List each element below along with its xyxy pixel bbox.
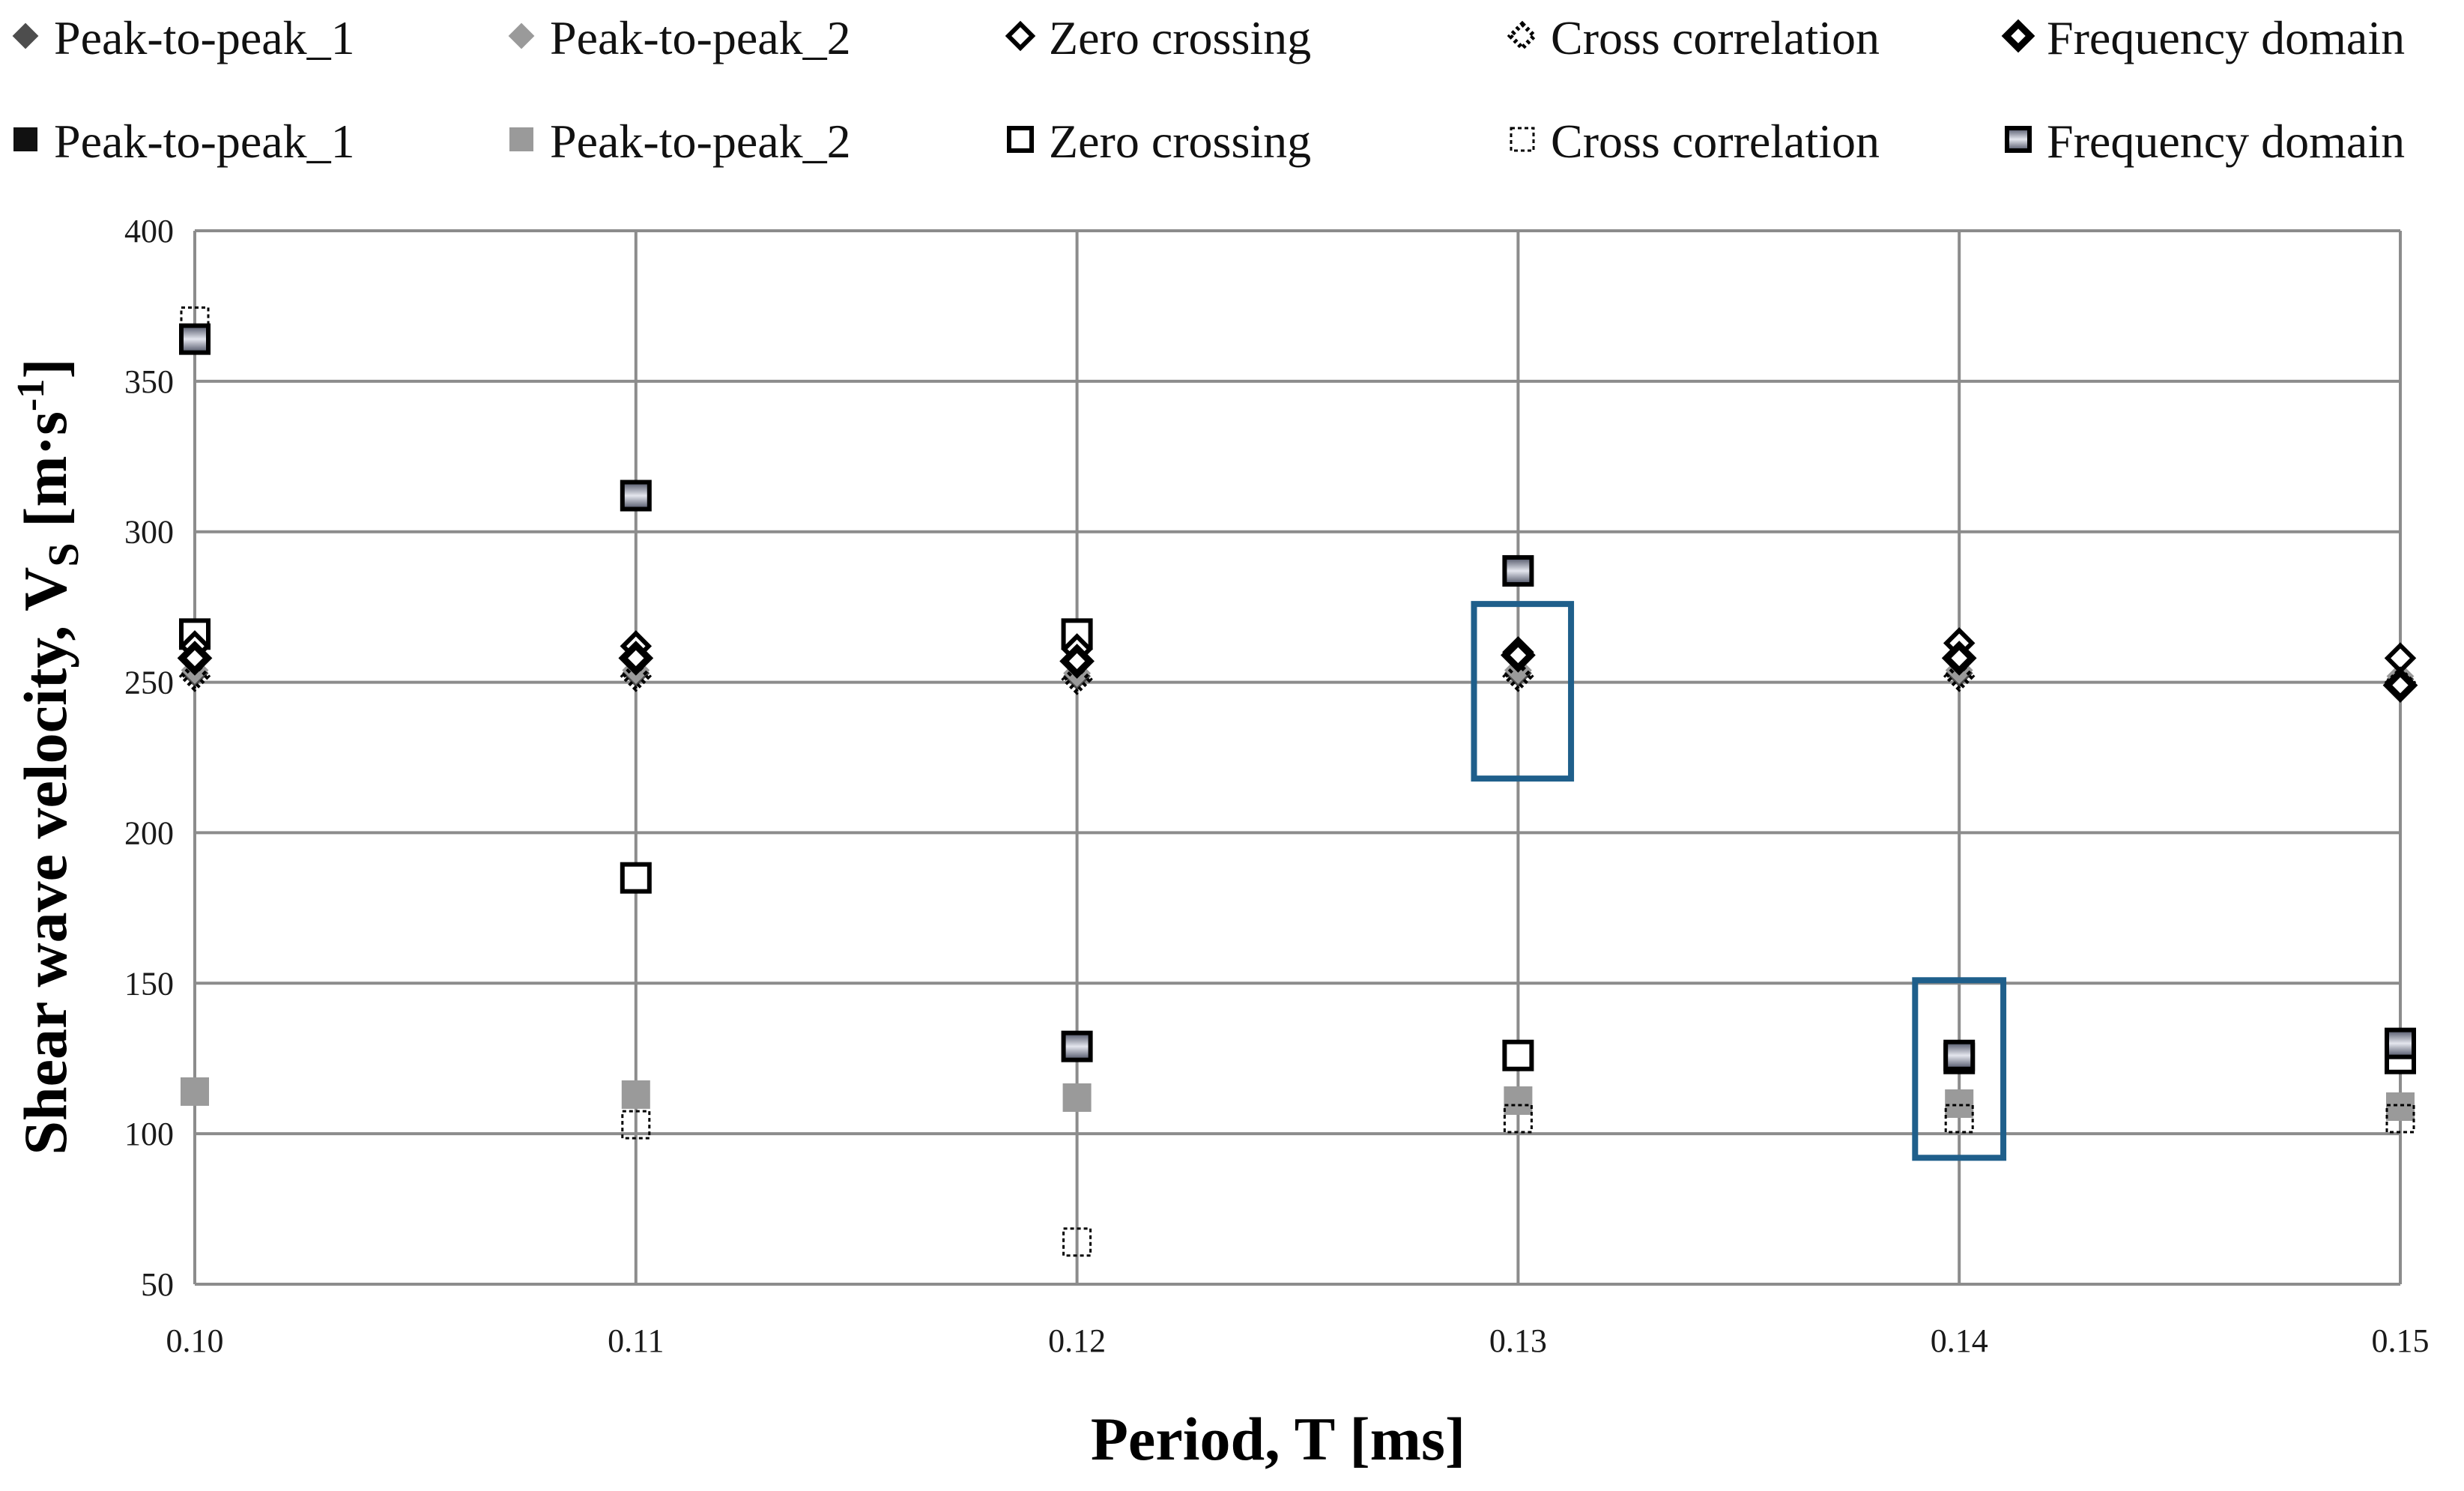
legend-item: Zero crossing [1005, 11, 1311, 64]
data-point [1061, 663, 1093, 695]
data-point [1062, 1083, 1092, 1112]
data-point [621, 1080, 650, 1109]
data-point [620, 862, 652, 894]
axis-ticks: 50 100 150 200 250 300 350 400 0.10 0.11 0.12 0.13 0… [124, 213, 2430, 1359]
legend-label: Zero crossing [1049, 11, 1311, 64]
series-diamond-bold [177, 638, 2418, 703]
series-square-framed-gradient [179, 323, 2416, 1071]
data-point [1059, 644, 1095, 679]
data-point [1504, 1086, 1533, 1115]
legend-marker [508, 22, 535, 49]
legend-item: Frequency domain [2005, 115, 2405, 168]
legend-marker [2005, 126, 2032, 153]
data-markers [177, 306, 2418, 1257]
legend-marker [509, 127, 533, 151]
legend-item: Zero crossing [1007, 115, 1311, 168]
y-axis-title-main: Shear wave velocity, V [11, 567, 79, 1155]
y-tick-label: 300 [124, 514, 174, 551]
y-tick-label: 400 [124, 213, 174, 249]
series-square-filled-dark [181, 324, 2415, 1070]
x-tick-label: 0.10 [166, 1322, 224, 1359]
annotations [1471, 601, 2007, 1161]
legend-label: Zero crossing [1049, 115, 1311, 168]
data-point [620, 660, 653, 692]
y-axis-title-unit: [m·s [11, 411, 79, 542]
legend-label: Peak-to-peak_1 [54, 115, 355, 168]
x-tick-label: 0.15 [2372, 1322, 2430, 1359]
legend-item: Cross correlation [1510, 115, 1880, 168]
y-axis-title-unit-close: ] [11, 358, 79, 378]
y-tick-label: 100 [124, 1116, 174, 1152]
series-diamond-filled-gray [181, 656, 2415, 690]
data-point [1062, 1227, 1092, 1257]
legend: Peak-to-peak_1 Peak-to-peak_2 Zero crossin… [12, 11, 2405, 168]
data-point [2385, 1104, 2415, 1134]
data-point [179, 323, 211, 355]
data-point [1502, 660, 1534, 692]
legend-label: Cross correlation [1551, 115, 1880, 168]
legend-marker [13, 127, 37, 151]
data-point [1502, 554, 1534, 587]
y-tick-label: 50 [141, 1266, 174, 1303]
legend-label: Peak-to-peak_2 [550, 11, 851, 64]
legend-item: Cross correlation [1507, 11, 1880, 64]
data-point [618, 641, 654, 676]
data-point [620, 480, 652, 512]
legend-marker [12, 22, 39, 49]
legend-label: Frequency domain [2047, 115, 2405, 168]
y-tick-label: 350 [124, 363, 174, 400]
x-axis-title: Period, T [ms] [1091, 1405, 1465, 1473]
x-tick-label: 0.11 [608, 1322, 664, 1359]
x-tick-label: 0.12 [1048, 1322, 1106, 1359]
legend-item: Peak-to-peak_1 [12, 11, 355, 64]
plot-grid [193, 229, 2402, 1286]
data-point [1943, 1039, 1976, 1071]
legend-marker [1507, 20, 1538, 52]
data-point [1943, 660, 1976, 692]
data-point [1941, 641, 1977, 676]
legend-item: Peak-to-peak_1 [13, 115, 355, 168]
y-axis-title-unit-exponent: -1 [10, 379, 52, 411]
y-tick-label: 250 [124, 665, 174, 701]
data-point [1503, 1104, 1533, 1134]
series-diamond-dotted [178, 660, 2417, 698]
data-point [1944, 1104, 1974, 1134]
legend-item: Peak-to-peak_2 [508, 11, 851, 64]
data-point [2385, 1027, 2416, 1059]
data-point [1945, 1089, 1974, 1118]
legend-marker [1007, 126, 1034, 153]
data-point [1501, 638, 1536, 673]
legend-label: Peak-to-peak_2 [550, 115, 851, 168]
legend-marker [1005, 20, 1036, 52]
legend-label: Peak-to-peak_1 [54, 11, 355, 64]
legend-marker [2001, 19, 2035, 53]
x-tick-label: 0.13 [1489, 1322, 1547, 1359]
x-tick-label: 0.14 [1931, 1322, 1988, 1359]
highlight-box [1471, 601, 1575, 782]
data-point [1502, 1039, 1534, 1071]
data-point [2382, 668, 2418, 703]
data-point [1061, 1030, 1093, 1062]
y-tick-label: 150 [124, 965, 174, 1002]
y-axis-title-subscript: S [39, 542, 88, 566]
y-tick-label: 200 [124, 814, 174, 851]
data-point [181, 1077, 209, 1106]
data-point [2386, 1092, 2415, 1121]
series-diamond-open [178, 627, 2417, 674]
legend-item: Frequency domain [2001, 11, 2405, 64]
legend-item: Peak-to-peak_2 [509, 115, 851, 168]
series-square-open [179, 618, 2416, 1074]
series-square-filled-gray [181, 1077, 2415, 1121]
data-point [177, 641, 213, 676]
legend-label: Frequency domain [2047, 11, 2405, 64]
legend-marker [1510, 127, 1535, 152]
y-axis-title: Shear wave velocity, VS [m·s-1] [10, 358, 88, 1155]
series-square-dotted [180, 306, 2415, 1257]
highlight-box [1912, 977, 2007, 1161]
data-point [178, 660, 211, 692]
data-point [621, 1110, 651, 1140]
legend-label: Cross correlation [1551, 11, 1880, 64]
series-diamond-filled-dark [181, 659, 2415, 693]
